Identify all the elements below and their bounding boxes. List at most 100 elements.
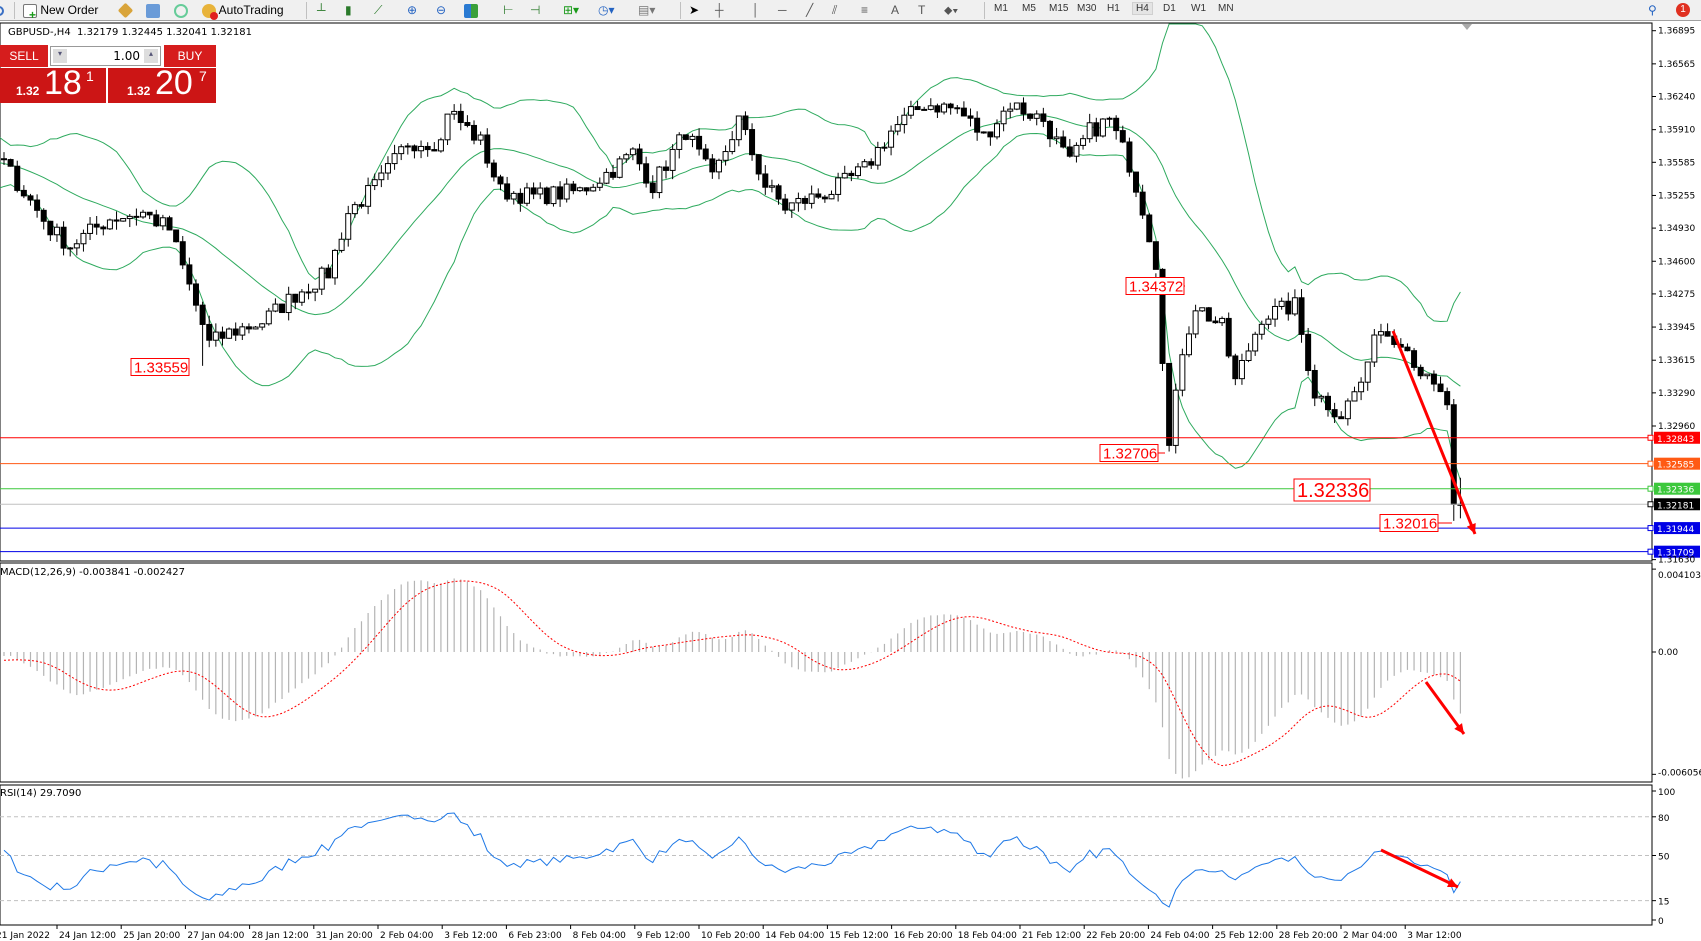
new-order-button[interactable]: + New Order [23, 2, 98, 21]
autoscroll-icon[interactable]: ⊣ [530, 3, 541, 17]
price-line-handle[interactable] [1647, 460, 1654, 467]
candle-body [755, 154, 762, 175]
candle [543, 186, 550, 206]
price-label-annotation[interactable]: 1.32016 [1379, 514, 1452, 533]
candlestick-chart-icon[interactable]: ▮ [345, 3, 352, 17]
candle [980, 131, 987, 134]
cursor-icon[interactable]: ➤ [689, 3, 700, 17]
lot-size-input[interactable]: ▾ 1.00 ▴ [50, 46, 161, 66]
shift-marker-icon[interactable] [1462, 24, 1472, 30]
indicators-icon[interactable]: ⊞▾ [563, 3, 580, 17]
timeframe-m5[interactable]: M5 [1022, 3, 1036, 14]
arrows-icon[interactable]: ⬥▾ [944, 3, 959, 17]
candle [914, 100, 921, 111]
bar-chart-icon[interactable]: ┴ [317, 3, 326, 17]
candle [1225, 312, 1232, 359]
rsi-line [3, 812, 1461, 908]
candle-body [1232, 355, 1239, 380]
periods-icon[interactable]: ◷▾ [598, 3, 615, 17]
candle [570, 180, 577, 195]
trend-arrow[interactable] [1391, 330, 1477, 535]
autotrading-label: AutoTrading [218, 3, 284, 17]
candle [120, 218, 127, 222]
time-tick-label: 3 Mar 12:00 [1407, 931, 1462, 941]
buy-button[interactable]: BUY [164, 45, 216, 67]
price-label-annotation[interactable]: 1.32706 [1099, 444, 1165, 463]
sell-button[interactable]: SELL [0, 45, 48, 67]
candle-body [1371, 334, 1378, 363]
price-label-annotation[interactable]: 1.32336 [1293, 478, 1371, 502]
candle-body [1298, 297, 1305, 335]
candle-body [861, 161, 868, 168]
candle-body [921, 108, 928, 111]
price-label-annotation[interactable]: 1.33559 [130, 358, 190, 377]
crosshair-icon[interactable]: ┼ [715, 3, 724, 17]
candle-body [47, 220, 54, 236]
time-tick-label: 21 Jan 2022 [0, 931, 50, 941]
candle [517, 188, 524, 212]
text-icon[interactable]: A [891, 3, 900, 17]
candle-body [775, 185, 782, 200]
candle-body [159, 217, 166, 227]
chart-shift-icon[interactable]: ⊢ [503, 3, 514, 17]
candle [126, 214, 133, 228]
candle [702, 144, 709, 162]
arrow-head-icon [1466, 523, 1476, 534]
fibonacci-icon[interactable]: ≡ [861, 3, 869, 17]
candle-body [616, 158, 623, 178]
line-chart-icon[interactable]: ⟋ [374, 3, 383, 17]
trend-arrow[interactable] [1424, 681, 1466, 735]
templates-icon[interactable]: ▤▾ [638, 3, 656, 17]
timeframe-m30[interactable]: M30 [1077, 3, 1097, 14]
candle-body [1424, 373, 1431, 377]
timeframe-h4[interactable]: H4 [1132, 2, 1153, 15]
horizontal-line-icon[interactable]: ─ [778, 3, 787, 17]
timeframe-w1[interactable]: W1 [1191, 3, 1206, 14]
candle-body [484, 134, 491, 164]
candle [715, 158, 722, 180]
price-line-handle[interactable] [1647, 525, 1654, 532]
price-tick-label: 1.34600 [1658, 257, 1695, 267]
buy-price[interactable]: 1.32 20 7 [108, 64, 216, 103]
trend-arrow[interactable] [1380, 848, 1459, 889]
vertical-line-icon[interactable]: │ [752, 3, 760, 17]
candle [590, 183, 597, 192]
text-label-icon[interactable]: T [918, 3, 926, 17]
candle [404, 143, 411, 155]
lot-increase-button[interactable]: ▴ [144, 49, 158, 63]
tile-windows-icon[interactable] [464, 2, 478, 19]
search-icon[interactable]: ⚲ [1648, 3, 1657, 17]
candle-body [669, 148, 676, 171]
timeframe-m15[interactable]: M15 [1049, 3, 1069, 14]
price-line-handle[interactable] [1647, 485, 1654, 492]
candle [424, 142, 431, 157]
equidistant-channel-icon[interactable]: ⫽ [832, 3, 838, 17]
candle-body [404, 145, 411, 148]
data-window-icon[interactable] [146, 2, 160, 19]
candle-body [20, 189, 27, 197]
navigator-icon[interactable] [174, 2, 188, 19]
price-line-handle[interactable] [1647, 501, 1654, 508]
candle-body [1344, 400, 1351, 420]
candle [1060, 130, 1067, 149]
timeframe-m1[interactable]: M1 [994, 3, 1008, 14]
zoom-in-icon[interactable]: ⊕ [407, 3, 418, 17]
price-label-annotation[interactable]: 1.34372 [1125, 277, 1185, 296]
autotrading-button[interactable]: AutoTrading [202, 2, 284, 20]
sell-price[interactable]: 1.32 18 1 [0, 64, 106, 103]
candle [1338, 411, 1345, 420]
zoom-out-icon[interactable]: ⊖ [436, 3, 447, 17]
notifications-button[interactable]: 1 [1676, 0, 1690, 17]
search-tool-icon[interactable] [0, 2, 4, 19]
timeframe-mn[interactable]: MN [1218, 3, 1234, 14]
price-line-handle[interactable] [1647, 434, 1654, 441]
timeframe-h1[interactable]: H1 [1107, 3, 1120, 14]
lot-decrease-button[interactable]: ▾ [53, 49, 67, 63]
candle-body [557, 186, 564, 200]
price-line-handle[interactable] [1647, 548, 1654, 555]
trendline-icon[interactable]: ╱ [806, 3, 814, 17]
macd-tick-label: 0.004103 [1658, 571, 1701, 581]
timeframe-d1[interactable]: D1 [1163, 3, 1176, 14]
candle-body [1007, 108, 1014, 112]
